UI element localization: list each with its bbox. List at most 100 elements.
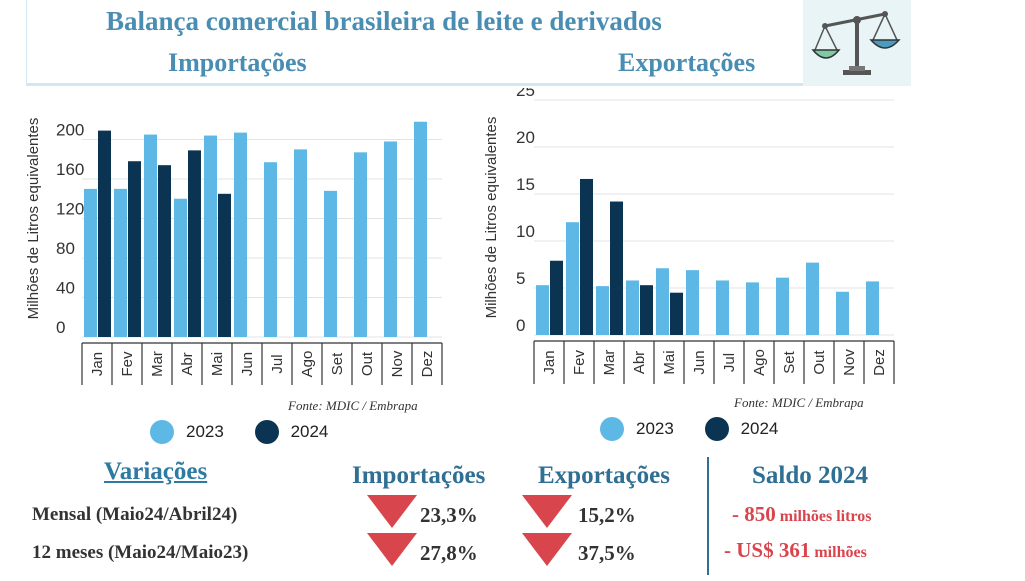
saldo-usd-unit: milhões bbox=[814, 544, 867, 561]
y-axis-label: Milhões de Litros equivalentes bbox=[26, 118, 42, 320]
legend-2023-swatch bbox=[150, 420, 174, 444]
imports-source: Fonte: MDIC / Embrapa bbox=[288, 398, 418, 413]
bar-2023-Mar bbox=[596, 286, 609, 335]
bar-2024-Jan bbox=[98, 130, 111, 337]
y-tick-label: 10 bbox=[516, 222, 535, 241]
bar-2023-Jul bbox=[264, 162, 277, 337]
x-tick-label-Out: Out bbox=[359, 351, 376, 376]
bar-2023-Jul bbox=[716, 280, 729, 335]
x-tick-label-Out: Out bbox=[811, 350, 828, 375]
x-tick-label-Abr: Abr bbox=[631, 351, 648, 374]
row-12months-export: 37,5% bbox=[578, 541, 636, 565]
exports-legend: 2023 2024 bbox=[600, 417, 804, 441]
x-tick-label-Mai: Mai bbox=[209, 352, 226, 376]
x-tick-label-Nov: Nov bbox=[841, 349, 858, 376]
saldo-usd-value: - US$ 361 bbox=[724, 538, 811, 562]
imports-subtitle: Importações bbox=[168, 48, 307, 77]
bar-2023-Out bbox=[806, 262, 819, 335]
bar-2024-Fev bbox=[128, 161, 141, 337]
y-tick-label: 160 bbox=[56, 160, 84, 179]
bar-2023-Fev bbox=[114, 188, 127, 337]
y-tick-label: 0 bbox=[56, 318, 65, 337]
legend-2023-label: 2023 bbox=[186, 422, 224, 441]
saldo-liters: - 850 milhões litros bbox=[732, 502, 871, 527]
exports-chart: 0 5 10 15 20 25 Milhões de Litros equivalentes… bbox=[484, 88, 895, 384]
down-triangle-icon bbox=[367, 533, 417, 566]
bar-2023-Mai bbox=[656, 268, 669, 335]
x-tick-label-Nov: Nov bbox=[389, 350, 406, 377]
x-tick-label-Jul: Jul bbox=[721, 353, 738, 372]
y-tick-label: 0 bbox=[516, 316, 525, 335]
exports-source: Fonte: MDIC / Embrapa bbox=[734, 395, 864, 410]
y-tick-label: 5 bbox=[516, 269, 525, 288]
header-panel bbox=[26, 0, 911, 86]
x-tick-label-Dez: Dez bbox=[871, 349, 888, 376]
bar-2023-Abr bbox=[174, 198, 187, 337]
x-tick-label-Set: Set bbox=[781, 350, 798, 373]
y-axis-label: Milhões de Litros equivalentes bbox=[484, 117, 500, 319]
imports-chart: 0 40 80 120 160 200 Milhões de Litros equivale… bbox=[26, 118, 443, 385]
x-tick-label-Fev: Fev bbox=[119, 351, 136, 377]
bar-2023-Jan bbox=[84, 188, 97, 337]
x-tick-label-Jun: Jun bbox=[691, 350, 708, 374]
bar-2023-Jun bbox=[686, 270, 699, 335]
down-triangle-icon bbox=[367, 495, 417, 528]
balance-scale-icon bbox=[803, 0, 911, 86]
bar-2023-Nov bbox=[836, 291, 849, 335]
bar-2024-Mai bbox=[218, 193, 231, 337]
bar-2023-Out bbox=[354, 152, 367, 337]
bar-2023-Abr bbox=[626, 280, 639, 335]
x-tick-label-Jul: Jul bbox=[269, 354, 286, 373]
bar-2023-Jun bbox=[234, 132, 247, 337]
x-tick-label-Ago: Ago bbox=[299, 351, 316, 378]
down-triangle-icon bbox=[522, 533, 572, 566]
row-monthly-export: 15,2% bbox=[578, 503, 636, 527]
x-tick-label-Abr: Abr bbox=[179, 352, 196, 375]
x-tick-label-Jan: Jan bbox=[541, 350, 558, 374]
variations-title: Variações bbox=[104, 458, 208, 485]
bar-2023-Ago bbox=[294, 149, 307, 337]
y-tick-label: 15 bbox=[516, 175, 535, 194]
x-tick-label-Ago: Ago bbox=[751, 349, 768, 376]
y-tick-label: 120 bbox=[56, 200, 84, 219]
y-tick-label: 40 bbox=[56, 279, 75, 298]
saldo-title: Saldo 2024 bbox=[752, 462, 869, 489]
legend-2023-swatch bbox=[600, 417, 624, 441]
legend-2024-swatch bbox=[254, 420, 279, 444]
x-tick-label-Dez: Dez bbox=[419, 351, 436, 378]
bar-2024-Fev bbox=[580, 178, 593, 335]
bar-2024-Abr bbox=[188, 150, 201, 337]
x-tick-label-Jun: Jun bbox=[239, 352, 256, 376]
x-tick-label-Mai: Mai bbox=[661, 350, 678, 374]
y-tick-label: 20 bbox=[516, 128, 535, 147]
x-tick-label-Mar: Mar bbox=[601, 350, 618, 376]
x-tick-label-Mar: Mar bbox=[149, 351, 166, 377]
legend-2024-label: 2024 bbox=[290, 422, 329, 441]
bar-2023-Jan bbox=[536, 285, 549, 335]
page-title: Balança comercial brasileira de leite e … bbox=[106, 6, 662, 36]
bar-2023-Mar bbox=[144, 134, 157, 337]
bar-2023-Set bbox=[324, 190, 337, 337]
bar-2023-Ago bbox=[746, 282, 759, 335]
bar-2024-Jan bbox=[550, 260, 563, 335]
down-triangle-icon bbox=[522, 495, 572, 528]
bar-2023-Dez bbox=[866, 281, 879, 335]
section-divider bbox=[707, 457, 709, 575]
variations-import-header: Importações bbox=[352, 462, 486, 489]
y-tick-label: 25 bbox=[516, 88, 535, 100]
bar-2024-Mar bbox=[610, 201, 623, 335]
row-monthly-label: Mensal (Maio24/Abril24) bbox=[32, 504, 238, 525]
bar-2023-Nov bbox=[384, 141, 397, 337]
y-tick-label: 80 bbox=[56, 239, 75, 258]
y-tick-label: 200 bbox=[56, 121, 84, 140]
bar-2024-Mar bbox=[158, 165, 171, 337]
saldo-usd: - US$ 361 milhões bbox=[724, 538, 867, 563]
imports-legend: 2023 2024 bbox=[150, 420, 354, 444]
saldo-liters-unit: milhões litros bbox=[779, 508, 872, 525]
legend-2024-swatch bbox=[704, 417, 729, 441]
row-12months-label: 12 meses (Maio24/Maio23) bbox=[32, 542, 249, 563]
exports-subtitle: Exportações bbox=[618, 48, 756, 77]
bar-2023-Mai bbox=[204, 135, 217, 337]
bar-2023-Set bbox=[776, 277, 789, 335]
legend-2024-label: 2024 bbox=[740, 419, 779, 438]
